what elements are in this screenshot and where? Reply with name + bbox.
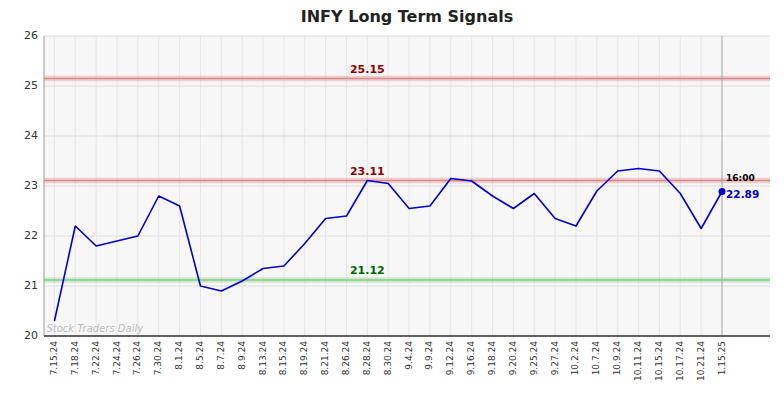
x-tick-label: 10.15.24 [654,341,664,381]
y-tick-label: 23 [24,179,38,192]
x-tick-label: 9.20.24 [508,341,518,376]
x-tick-label: 8.1.24 [174,341,184,370]
x-tick-label: 10.17.24 [675,341,685,381]
last-time-label: 16:00 [726,173,755,183]
y-axis-line [44,36,45,336]
y-tick-label: 20 [24,329,38,342]
x-tick-label: 7.30.24 [153,341,163,376]
grid-line [44,186,770,187]
x-tick-label: 9.25.24 [529,341,539,376]
x-tick-label: 8.13.24 [258,341,268,376]
level-label: 23.11 [350,165,385,178]
plot-area [44,36,770,336]
level-band [44,178,770,184]
last-value-label: 22.89 [726,188,759,200]
x-tick-label: 8.15.24 [278,341,288,376]
price-line [54,169,722,322]
x-tick-label: 8.26.24 [341,341,351,376]
x-axis-line [44,335,770,337]
x-tick-label: 9.27.24 [550,341,560,376]
level-line [44,78,770,80]
x-tick-label: 8.21.24 [320,341,330,376]
x-tick-label: 9.9.24 [424,341,434,370]
chart: 20 21 22 23 24 25 26 7.15.24 7.18.24 7.22.24 7.24.… [0,0,784,398]
x-tick-label: 9.12.24 [445,341,455,376]
last-point-marker [719,188,726,195]
last-point-rule [722,36,723,336]
x-tick-label: 9.18.24 [487,341,497,376]
x-tick-label: 9.4.24 [404,341,414,370]
grid-line [44,86,770,87]
x-tick-label: 10.2.24 [570,341,580,376]
level-label: 21.12 [350,264,385,277]
x-tick-label: 7.26.24 [132,341,142,376]
y-tick-label: 21 [24,279,38,292]
x-tick-label: 8.5.24 [195,341,205,370]
x-tick-label: 8.7.24 [216,341,226,370]
watermark: Stock Traders Daily [46,323,144,334]
level-band [44,277,770,283]
x-tick-label: 10.21.24 [696,341,706,381]
y-tick-label: 25 [24,79,38,92]
x-tick-label: 8.19.24 [299,341,309,376]
grid-line [44,136,770,137]
x-tick-label: 8.28.24 [362,341,372,376]
y-tick-label: 24 [24,129,38,142]
x-tick-label: 10.9.24 [612,341,622,376]
level-line [44,180,770,182]
x-tick-label: 7.18.24 [70,341,80,376]
x-tick-label: 10.11.24 [633,341,643,381]
grid-line [44,36,770,37]
plot-marks [44,36,770,336]
x-tick-label: 10.7.24 [591,341,601,376]
grid-line [722,36,723,336]
x-tick-label: 8.30.24 [383,341,393,376]
level-band [44,76,770,82]
x-tick-label: 1.15.25 [717,341,727,375]
level-label: 25.15 [350,63,385,76]
grid-line [44,286,770,287]
x-tick-label: 8.9.24 [237,341,247,370]
y-tick-label: 26 [24,29,38,42]
y-tick-label: 22 [24,229,38,242]
grid-line [44,236,770,237]
x-tick-label: 9.16.24 [466,341,476,376]
x-tick-label: 7.22.24 [91,341,101,376]
title: INFY Long Term Signals [301,7,513,26]
x-tick-label: 7.24.24 [112,341,122,376]
grid-line [44,336,770,337]
level-line [44,279,770,281]
x-tick-label: 7.15.24 [49,341,59,376]
